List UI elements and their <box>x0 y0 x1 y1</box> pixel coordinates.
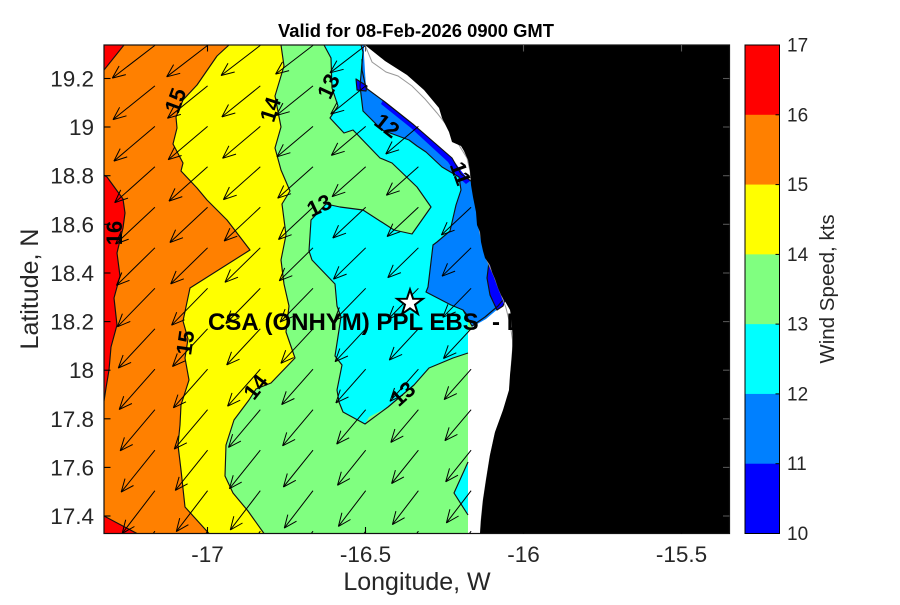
svg-text:13: 13 <box>787 315 808 336</box>
svg-text:19.2: 19.2 <box>50 67 94 92</box>
svg-text:15: 15 <box>171 329 199 357</box>
svg-text:Latitude, N: Latitude, N <box>16 229 44 350</box>
svg-text:16: 16 <box>787 105 808 126</box>
svg-text:Wind Speed, kts: Wind Speed, kts <box>816 214 839 363</box>
svg-text:Valid for 08-Feb-2026 0900 GMT: Valid for 08-Feb-2026 0900 GMT <box>278 20 555 41</box>
svg-text:11: 11 <box>787 454 807 475</box>
svg-text:17.4: 17.4 <box>50 504 94 529</box>
svg-text:-16: -16 <box>507 542 540 567</box>
svg-text:Longitude, W: Longitude, W <box>343 568 491 596</box>
svg-text:-17: -17 <box>191 542 224 567</box>
svg-text:CSA (ONHYM) PPL EBS - L: CSA (ONHYM) PPL EBS - L <box>208 309 521 336</box>
svg-text:12: 12 <box>787 384 808 405</box>
svg-text:18.2: 18.2 <box>50 310 94 335</box>
svg-text:14: 14 <box>787 245 809 266</box>
svg-text:17.6: 17.6 <box>50 455 94 480</box>
svg-text:17: 17 <box>787 36 808 57</box>
svg-text:18.6: 18.6 <box>50 212 94 237</box>
svg-text:15: 15 <box>787 175 808 196</box>
svg-text:18.8: 18.8 <box>50 164 94 189</box>
svg-text:10: 10 <box>787 524 808 545</box>
svg-text:-15.5: -15.5 <box>656 542 707 567</box>
svg-text:18: 18 <box>69 358 94 383</box>
svg-text:17.8: 17.8 <box>50 407 94 432</box>
svg-text:19: 19 <box>69 115 94 140</box>
svg-text:-16.5: -16.5 <box>340 542 391 567</box>
svg-text:18.4: 18.4 <box>50 261 94 286</box>
